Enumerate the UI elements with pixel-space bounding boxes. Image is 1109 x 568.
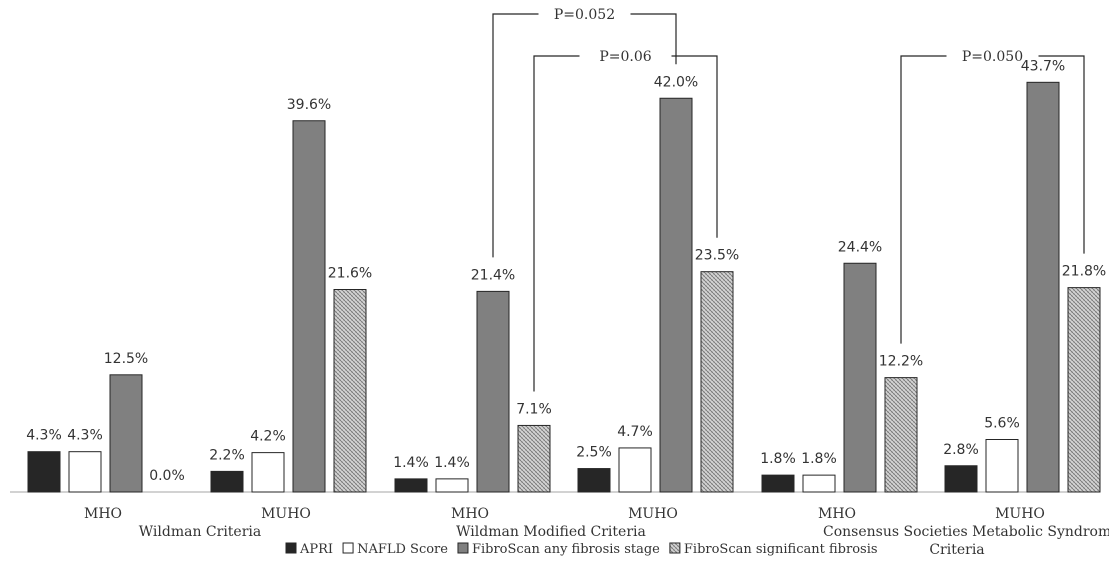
data-label: 43.7% xyxy=(1021,58,1065,74)
data-label: 4.2% xyxy=(250,429,286,445)
data-label: 2.8% xyxy=(943,442,979,458)
legend-label: FibroScan significant fibrosis xyxy=(684,542,878,557)
subgroup-label-muho: MUHO xyxy=(628,506,678,522)
p-value-label: P=0.06 xyxy=(599,49,651,65)
bar-mho-2-series-1 xyxy=(435,478,469,493)
p-value-label: P=0.052 xyxy=(554,7,615,23)
subgroup-label-muho: MUHO xyxy=(995,506,1045,522)
bar-mho-4-series-1 xyxy=(802,474,836,493)
bar-mho-4-series-2 xyxy=(843,262,877,493)
bar-muho-1-series-2 xyxy=(292,120,326,493)
data-label: 1.4% xyxy=(434,455,470,471)
data-label: 23.5% xyxy=(695,248,739,264)
bar-mho-0-series-2 xyxy=(109,374,143,493)
bar-muho-1-series-1 xyxy=(251,452,285,493)
bar-mho-2-series-2 xyxy=(476,290,510,493)
p-value-bracket xyxy=(492,13,677,258)
bar-muho-5-series-0 xyxy=(944,465,978,493)
p-value-bracket xyxy=(533,55,718,392)
data-label: 4.3% xyxy=(67,428,103,444)
data-label: 21.4% xyxy=(471,267,515,283)
legend-swatch xyxy=(457,542,469,554)
legend-label: NAFLD Score xyxy=(357,542,448,557)
data-label: 12.5% xyxy=(104,351,148,367)
bar-muho-3-series-1 xyxy=(618,447,652,493)
data-label: 24.4% xyxy=(838,239,882,255)
subgroup-label-mho: MHO xyxy=(818,506,856,522)
criteria-label: Criteria xyxy=(929,542,984,558)
legend-label: APRI xyxy=(299,542,333,557)
data-label: 21.8% xyxy=(1062,264,1106,280)
bars-layer xyxy=(27,81,1101,493)
data-label: 12.2% xyxy=(879,354,923,370)
bar-muho-3-series-3 xyxy=(700,271,734,493)
bar-muho-5-series-1 xyxy=(985,439,1019,493)
bar-mho-4-series-0 xyxy=(761,474,795,493)
legend-swatch xyxy=(285,542,297,554)
data-label: 1.4% xyxy=(393,455,429,471)
bar-mho-4-series-3 xyxy=(884,377,918,493)
bar-mho-0-series-1 xyxy=(68,451,102,493)
criteria-label: Wildman Criteria xyxy=(139,524,261,540)
bar-mho-2-series-0 xyxy=(394,478,428,493)
legend-label: FibroScan any fibrosis stage xyxy=(472,542,660,557)
data-label: 4.7% xyxy=(617,424,653,440)
legend-swatch xyxy=(669,542,681,554)
data-label: 5.6% xyxy=(984,416,1020,432)
subgroup-label-mho: MHO xyxy=(451,506,489,522)
data-label: 1.8% xyxy=(760,451,796,467)
bar-muho-3-series-0 xyxy=(577,468,611,493)
data-label: 2.5% xyxy=(576,445,612,461)
data-label: 21.6% xyxy=(328,266,372,282)
data-label: 7.1% xyxy=(516,401,552,417)
data-labels-layer: 4.3% 4.3% 12.5% 0.0% 2.2% 4.2% 39.6% 21.6% 1.4% 1… xyxy=(26,58,1106,484)
data-label: 42.0% xyxy=(654,74,698,90)
data-label: 0.0% xyxy=(149,468,185,484)
criteria-label: Wildman Modified Criteria xyxy=(456,524,646,540)
p-value-label: P=0.050 xyxy=(962,49,1023,65)
data-label: 39.6% xyxy=(287,97,331,113)
bar-muho-3-series-2 xyxy=(659,97,693,493)
bar-muho-5-series-2 xyxy=(1026,81,1060,493)
subgroup-label-muho: MUHO xyxy=(261,506,311,522)
p-value-brackets-layer: P=0.052 P=0.06 P=0.050 xyxy=(492,7,1085,392)
bar-mho-0-series-0 xyxy=(27,451,61,493)
data-label: 4.3% xyxy=(26,428,62,444)
subgroup-label-mho: MHO xyxy=(84,506,122,522)
bar-muho-1-series-3 xyxy=(333,289,367,493)
bar-muho-1-series-0 xyxy=(210,470,244,493)
data-label: 1.8% xyxy=(801,451,837,467)
data-label: 2.2% xyxy=(209,447,245,463)
p-value-bracket xyxy=(900,55,1085,344)
bar-muho-5-series-3 xyxy=(1067,287,1101,493)
bar-mho-2-series-3 xyxy=(517,424,551,493)
legend-swatch xyxy=(342,542,354,554)
legend: APRI NAFLD Score FibroScan any fibrosis st… xyxy=(285,542,878,557)
criteria-label: Consensus Societies Metabolic Syndrome xyxy=(823,524,1109,540)
